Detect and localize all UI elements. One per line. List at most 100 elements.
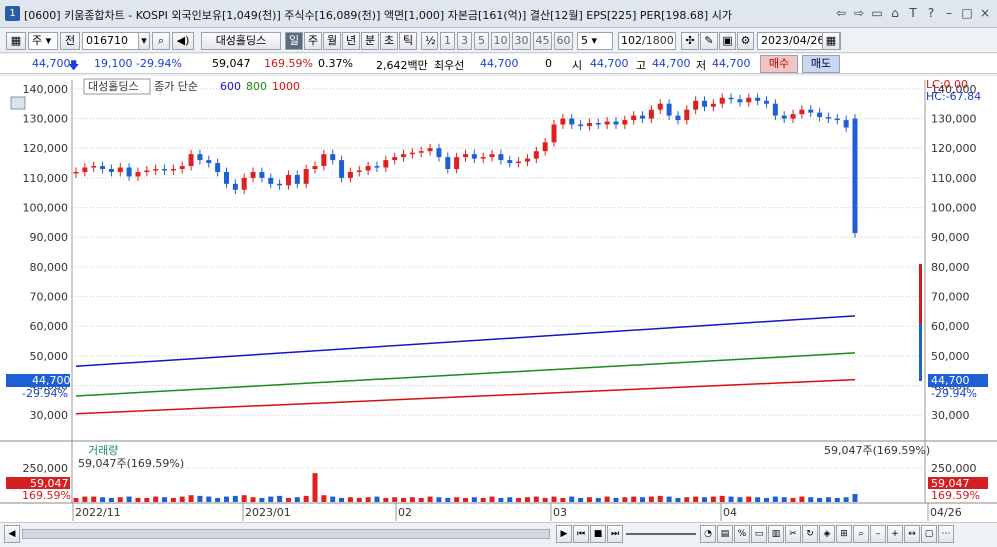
window-control-4-icon[interactable]: T [909,6,917,20]
volume-bar [445,497,451,502]
volume-bar [719,495,725,502]
window-control-7-icon[interactable]: □ [961,6,973,20]
minute-button-45[interactable]: 45 [533,32,552,50]
chart-scrollbar[interactable]: ◀ ▶ ⏮ ■ ⏭ ◔ ▤ % ▭ ▥ ✂ ↻ ◈ ⊞ ⌕ – + ↔ ▢ ⋯ [0,522,997,547]
period-button-5[interactable]: 초 [380,32,398,50]
candle-body [604,121,610,125]
volume-bar [259,497,265,502]
period-button-2[interactable]: 월 [323,32,341,50]
period-button-3[interactable]: 년 [342,32,360,50]
window-control-8-icon[interactable]: × [979,6,991,20]
left-volume-value: 59,047 [30,477,69,490]
left-current-price-box [6,374,70,387]
period-button-1[interactable]: 주 [304,32,322,50]
volume-bar [100,497,106,502]
y-tick-left: 60,000 [30,320,69,333]
candle-body [100,166,106,169]
minute-select[interactable]: 5 ▾ [577,32,613,50]
period-button-6[interactable]: 틱 [399,32,417,50]
date-input[interactable]: 2023/04/26 [757,32,841,50]
multi-icon[interactable]: ▥ [768,525,784,543]
zoom-out-icon[interactable]: – [870,525,886,543]
panel-grid-icon[interactable] [10,96,26,110]
minute-button-30[interactable]: 30 [512,32,531,50]
save-icon[interactable]: ▣ [719,32,736,50]
more-icon[interactable]: ⋯ [938,525,954,543]
x-tick-label: 03 [553,506,567,519]
minute-button-3[interactable]: 3 [457,32,472,50]
chart-area[interactable]: 140,000 140,000 130,000 130,000 120,000 120,0… [0,76,997,523]
code-dropdown-icon[interactable]: ▾ [138,32,150,50]
minute-button-60[interactable]: 60 [554,32,573,50]
speed-slider[interactable] [626,533,696,535]
volume-bar [834,497,840,502]
scroll-right-icon[interactable]: ▶ [556,525,572,543]
window-control-6-icon[interactable]: – [946,6,952,20]
volume-bar [339,497,345,502]
candle-body [560,118,566,125]
volume-bar [551,496,557,502]
rotate-icon[interactable]: ↻ [802,525,818,543]
left-volume-box [6,477,70,489]
volume-bar [622,497,628,502]
stock-code-input[interactable]: 016710 [82,32,148,50]
count-input[interactable]: 102/1800 [618,32,676,50]
pin-icon[interactable]: ✣ [681,32,699,50]
period-type-select[interactable]: 주 ▾ [28,32,58,50]
percent-icon[interactable]: % [734,525,750,543]
scroll-track[interactable] [22,529,550,539]
candle-body [737,99,743,103]
legend-name-box[interactable] [83,78,151,95]
page-icon[interactable]: ▭ [751,525,767,543]
window-control-1-icon[interactable]: ⇨ [853,6,865,20]
select-icon[interactable]: ▢ [921,525,937,543]
candle-body [126,167,132,177]
period-button-4[interactable]: 분 [361,32,379,50]
search-icon[interactable]: ⌕ [152,32,170,50]
volume-bar [463,497,468,502]
fit-icon[interactable]: ↔ [904,525,920,543]
draw-tool-icon[interactable]: ✎ [700,32,718,50]
candle-body [144,170,150,172]
window-control-2-icon[interactable]: ▭ [871,6,883,20]
speaker-icon[interactable]: ◀) [172,32,194,50]
play-icon[interactable]: ⏭ [607,525,623,543]
price-chart-svg[interactable]: 140,000 140,000 130,000 130,000 120,000 120,0… [0,76,997,523]
layers-icon[interactable]: ◈ [819,525,835,543]
volume-bar [533,496,539,502]
prev-button[interactable]: 전 [60,32,80,50]
grid-settings-icon[interactable]: ⊞ [836,525,852,543]
layout-icon[interactable]: ▤ [717,525,733,543]
timer-icon[interactable]: ◔ [700,525,716,543]
minute-button-10[interactable]: 10 [491,32,510,50]
legend-ma600: 600 [220,80,241,93]
search-zoom-icon[interactable]: ⌕ [853,525,869,543]
period-button-0[interactable]: 일 [285,32,303,50]
rewind-icon[interactable]: ⏮ [573,525,589,543]
low-label: 저 [696,59,707,72]
volume-bar [542,497,548,502]
buy-button[interactable]: 매수 [760,55,798,73]
zoom-in-icon[interactable]: + [887,525,903,543]
stop-icon[interactable]: ■ [590,525,606,543]
grid-icon[interactable]: ▦ [6,32,26,50]
scissors-icon[interactable]: ✂ [785,525,801,543]
minute-button-5[interactable]: 5 [474,32,489,50]
window-control-0-icon[interactable]: ⇦ [835,6,847,20]
window-controls: ⇦ ⇨ ▭ ⌂ T? – □ × [833,5,993,21]
calendar-icon[interactable]: ▦ [822,32,840,50]
stock-name-label[interactable]: 대성홀딩스 [201,32,281,50]
scroll-left-icon[interactable]: ◀ [4,525,20,543]
window-control-3-icon[interactable]: ⌂ [891,6,899,20]
candle-body [772,103,778,116]
volume-bar [91,496,97,502]
window-control-5-icon[interactable]: ? [927,6,935,20]
sell-button[interactable]: 매도 [802,55,840,73]
volume-bar [153,496,159,502]
volume-bar [215,497,221,502]
volume-bar [197,495,203,502]
gear-icon[interactable]: ⚙ [737,32,754,50]
candle-body [631,115,637,121]
fraction-button[interactable]: ½ [421,32,438,50]
minute-button-1[interactable]: 1 [440,32,455,50]
